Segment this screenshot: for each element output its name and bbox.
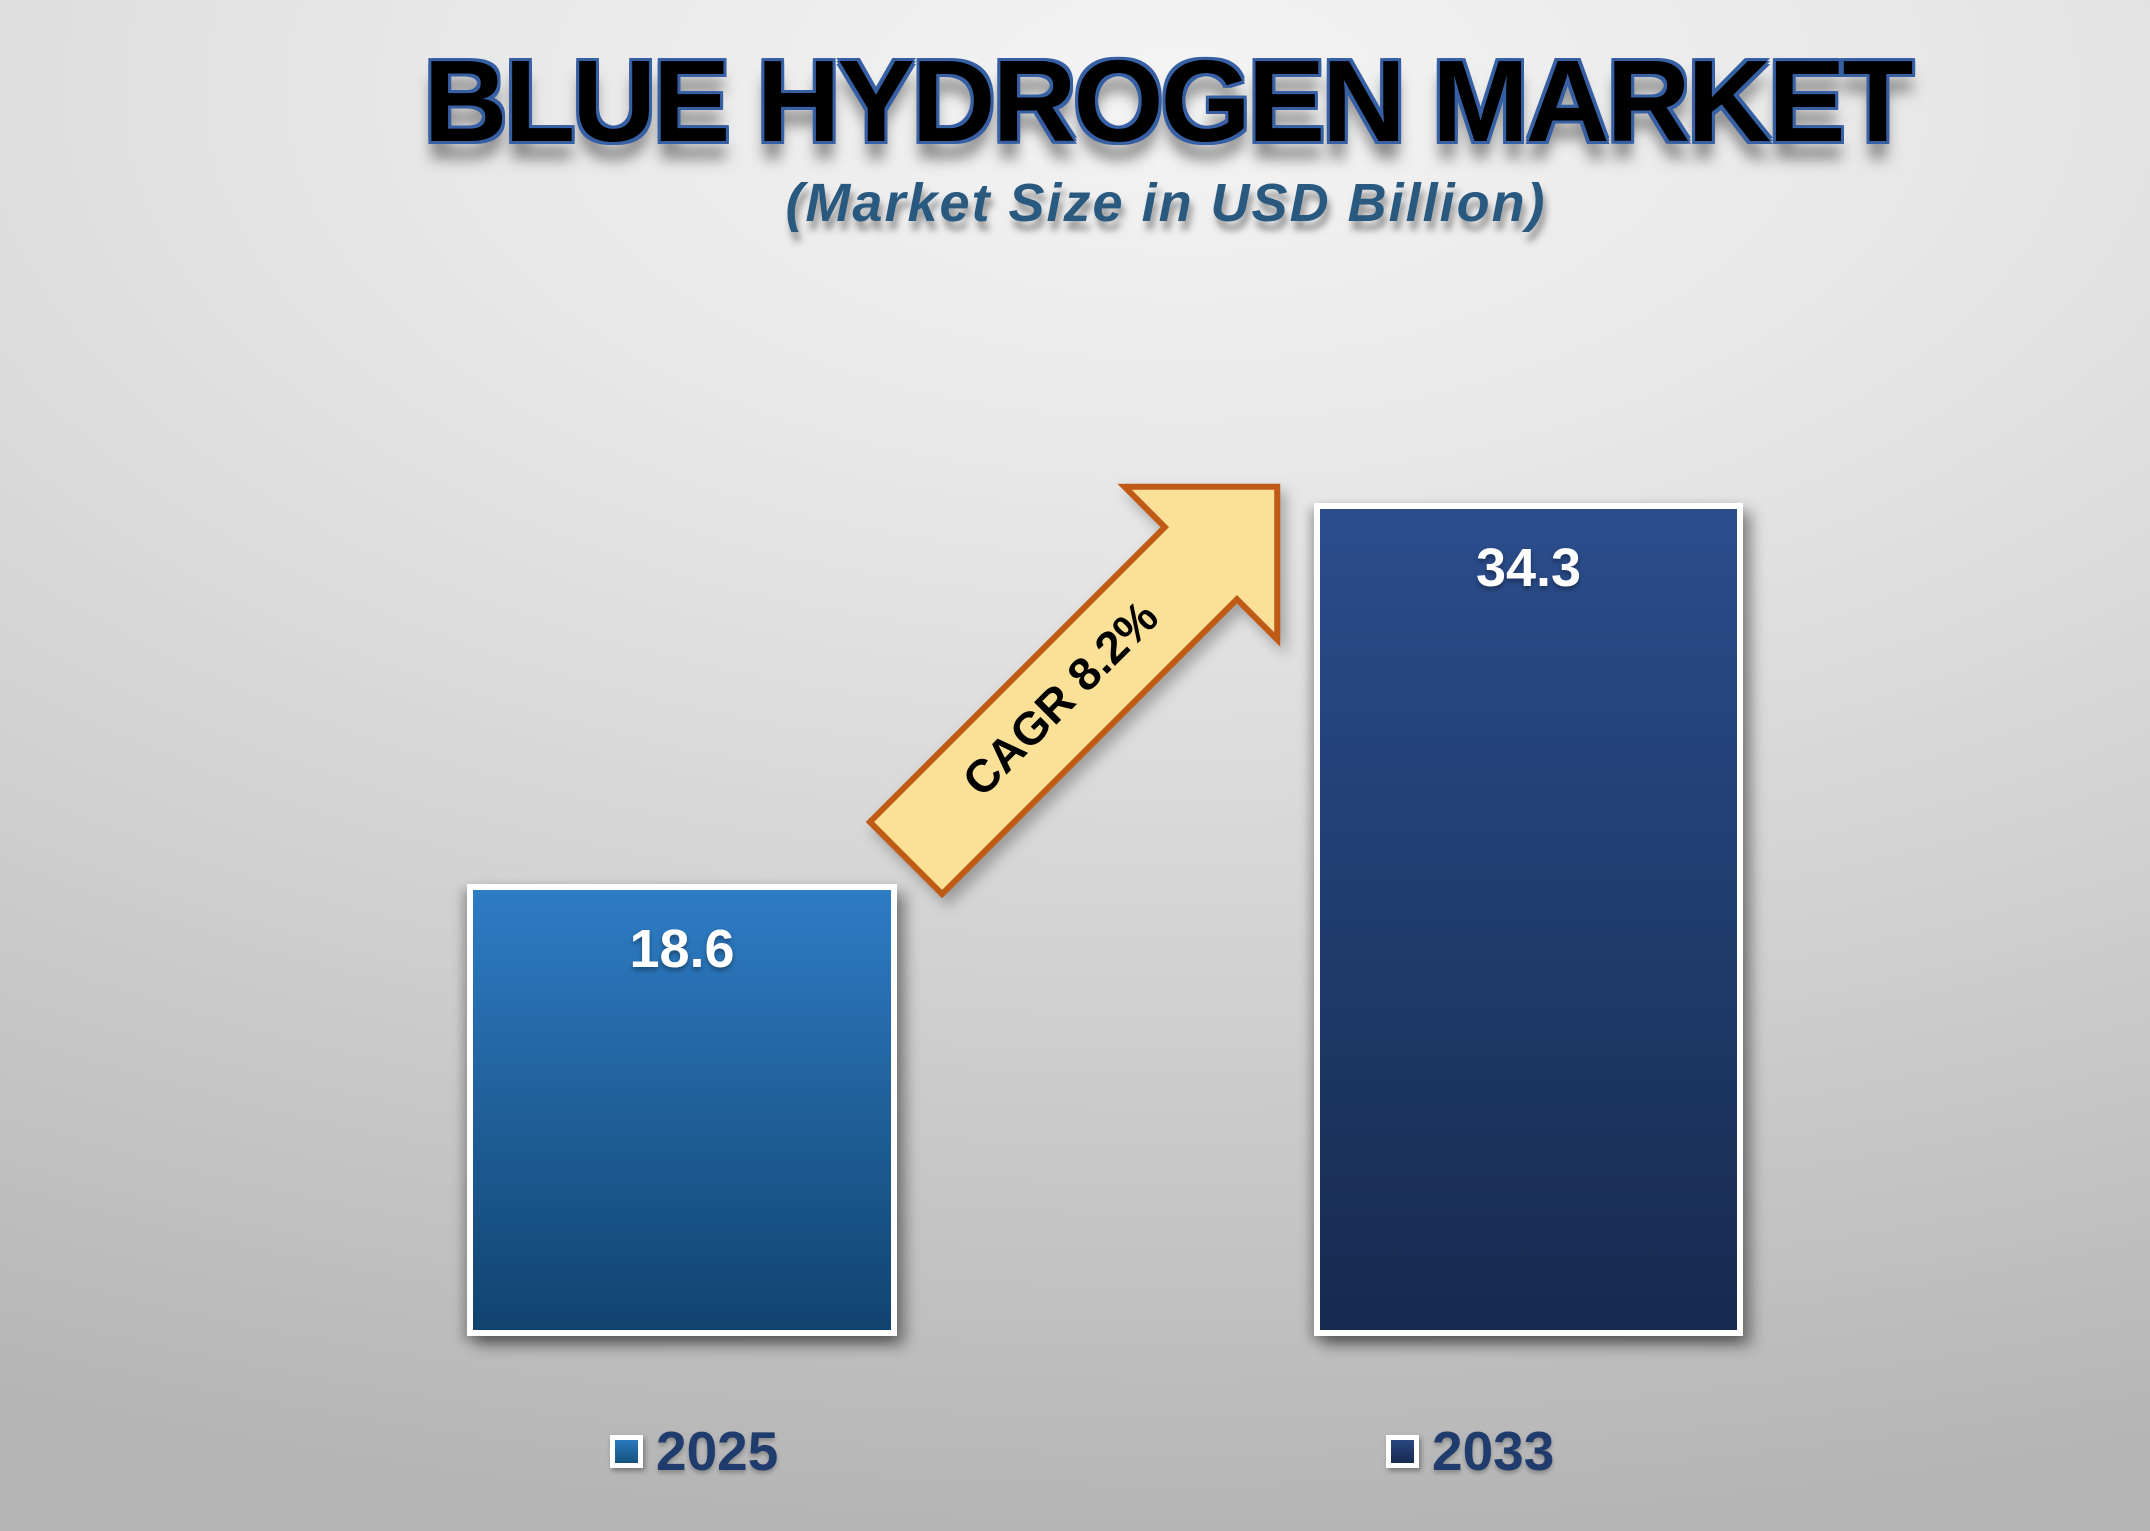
cagr-label: CAGR 8.2% <box>952 590 1168 806</box>
bar-value-2033: 34.3 <box>1475 538 1582 598</box>
growth-arrow-icon <box>865 483 1281 899</box>
chart-subtitle: (Market Size in USD Billion) <box>785 173 1547 233</box>
bar-2033: 34.3 <box>1314 503 1743 1336</box>
bar-2025: 18.6 <box>467 884 897 1336</box>
legend-label-2033: 2033 <box>1432 1420 1555 1482</box>
bar-value-2025: 18.6 <box>629 919 735 979</box>
chart-title: BLUE HYDROGEN MARKET <box>423 36 1914 166</box>
legend-swatch-2033 <box>1386 1434 1419 1468</box>
legend-swatch-2025 <box>610 1434 643 1468</box>
legend-item-2033: 2033 <box>1386 1419 1554 1483</box>
legend-item-2025: 2025 <box>610 1419 778 1483</box>
legend-label-2025: 2025 <box>656 1420 779 1482</box>
